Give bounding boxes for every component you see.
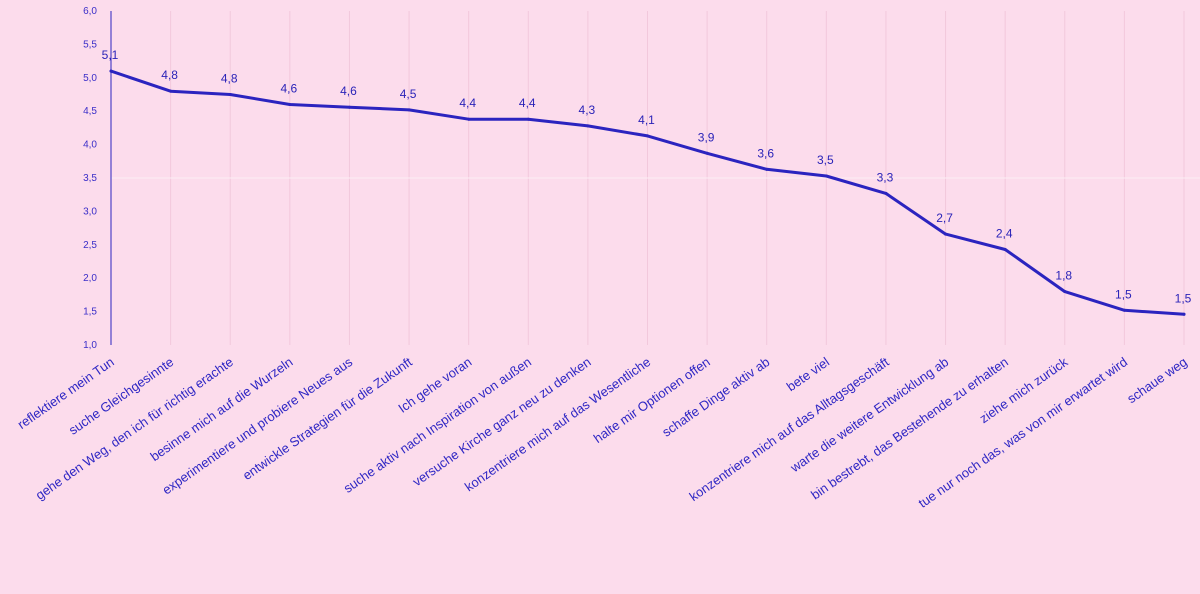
data-label: 3,5 — [817, 153, 834, 167]
x-tick-label: bete viel — [784, 354, 832, 394]
data-point — [1003, 247, 1007, 251]
data-label: 4,8 — [161, 68, 178, 82]
data-point — [1122, 308, 1126, 312]
y-tick-label: 5,0 — [83, 73, 97, 84]
data-label: 4,4 — [519, 96, 536, 110]
y-tick-label: 2,0 — [83, 273, 97, 284]
y-tick-label: 2,5 — [83, 240, 97, 251]
data-label: 3,9 — [698, 130, 715, 144]
x-tick-label: schaue weg — [1124, 354, 1189, 406]
data-label: 4,8 — [221, 72, 238, 86]
data-point — [526, 117, 530, 121]
data-label: 5,1 — [102, 48, 119, 62]
data-point — [407, 108, 411, 112]
data-label: 3,3 — [877, 170, 894, 184]
data-label: 1,8 — [1055, 269, 1072, 283]
data-point — [705, 151, 709, 155]
data-label: 1,5 — [1175, 291, 1192, 305]
y-tick-label: 3,5 — [83, 173, 97, 184]
data-point — [884, 191, 888, 195]
y-tick-label: 5,5 — [83, 39, 97, 50]
data-point — [228, 93, 232, 96]
x-tick-label: schaffe Dinge aktiv ab — [659, 354, 772, 440]
x-tick-label: halte mir Optionen offen — [591, 354, 713, 446]
y-tick-label: 4,0 — [83, 140, 97, 151]
data-point — [347, 105, 351, 109]
x-tick-label: reflektiere mein Tun — [15, 354, 117, 432]
data-point — [944, 232, 948, 236]
data-point — [824, 174, 828, 178]
y-tick-label: 3,0 — [83, 206, 97, 217]
data-label: 4,1 — [638, 113, 655, 127]
data-point — [765, 167, 769, 171]
y-tick-label: 1,0 — [83, 340, 97, 351]
data-point — [169, 89, 173, 93]
data-point — [586, 124, 590, 128]
data-point — [1063, 290, 1067, 294]
data-point — [646, 134, 649, 138]
data-point — [1182, 312, 1186, 316]
x-tick-label: tue nur noch das, was von mir erwartet w… — [916, 354, 1131, 511]
x-tick-label: suche Gleichgesinnte — [66, 354, 176, 438]
data-label: 2,7 — [936, 211, 953, 225]
data-label: 3,6 — [757, 146, 774, 160]
data-label: 4,3 — [579, 103, 596, 117]
data-point — [109, 69, 113, 73]
data-label: 4,6 — [340, 84, 357, 98]
data-label: 4,6 — [280, 82, 297, 96]
y-tick-label: 4,5 — [83, 106, 97, 117]
y-tick-label: 1,5 — [83, 307, 97, 318]
data-label: 4,5 — [400, 87, 417, 101]
data-label: 4,4 — [459, 96, 476, 110]
data-point — [467, 117, 471, 121]
y-tick-label: 6,0 — [83, 6, 97, 17]
data-label: 1,5 — [1115, 287, 1132, 301]
data-point — [288, 103, 292, 107]
data-label: 2,4 — [996, 226, 1013, 240]
